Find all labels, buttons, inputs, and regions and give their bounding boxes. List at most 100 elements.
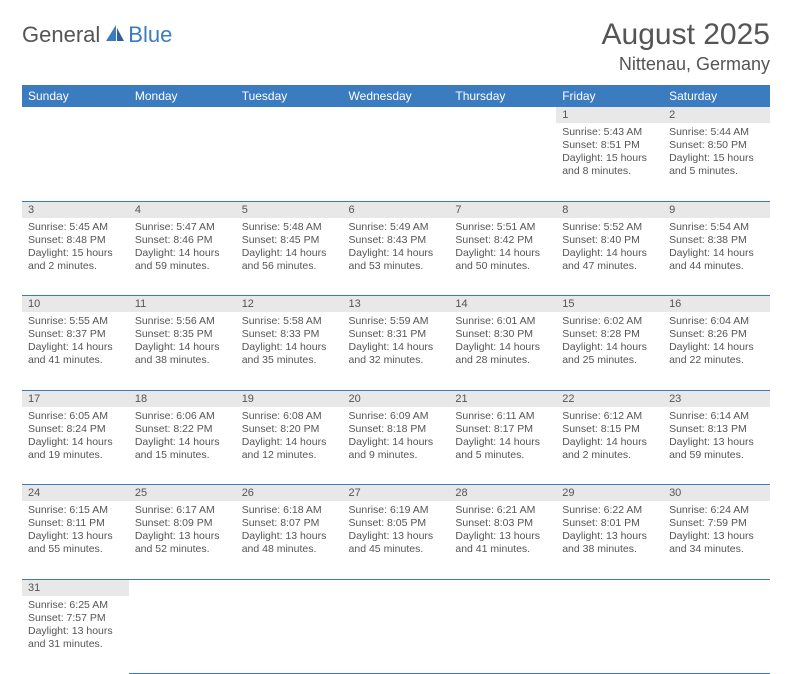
daynum-row: 24252627282930 bbox=[22, 485, 770, 502]
day-detail-cell: Sunrise: 5:48 AMSunset: 8:45 PMDaylight:… bbox=[236, 218, 343, 296]
day-detail: Sunrise: 5:59 AMSunset: 8:31 PMDaylight:… bbox=[343, 312, 450, 372]
day-detail-cell bbox=[236, 596, 343, 674]
daylight-text: Daylight: 14 hours and 41 minutes. bbox=[28, 341, 123, 367]
sunset-text: Sunset: 8:33 PM bbox=[242, 328, 337, 341]
day-detail: Sunrise: 5:51 AMSunset: 8:42 PMDaylight:… bbox=[449, 218, 556, 278]
daylight-text: Daylight: 15 hours and 2 minutes. bbox=[28, 247, 123, 273]
day-detail-cell: Sunrise: 6:17 AMSunset: 8:09 PMDaylight:… bbox=[129, 501, 236, 579]
daylight-text: Daylight: 15 hours and 8 minutes. bbox=[562, 152, 657, 178]
sunrise-text: Sunrise: 6:19 AM bbox=[349, 504, 444, 517]
day-number-cell: 21 bbox=[449, 390, 556, 407]
calendar-body: 12Sunrise: 5:43 AMSunset: 8:51 PMDayligh… bbox=[22, 107, 770, 674]
day-detail-cell: Sunrise: 6:05 AMSunset: 8:24 PMDaylight:… bbox=[22, 407, 129, 485]
day-detail-cell: Sunrise: 5:44 AMSunset: 8:50 PMDaylight:… bbox=[663, 123, 770, 201]
weekday-header: Saturday bbox=[663, 85, 770, 107]
day-detail-cell bbox=[343, 123, 450, 201]
sunrise-text: Sunrise: 5:59 AM bbox=[349, 315, 444, 328]
day-detail-cell: Sunrise: 6:06 AMSunset: 8:22 PMDaylight:… bbox=[129, 407, 236, 485]
day-number-cell: 18 bbox=[129, 390, 236, 407]
sunset-text: Sunset: 8:05 PM bbox=[349, 517, 444, 530]
day-detail: Sunrise: 6:02 AMSunset: 8:28 PMDaylight:… bbox=[556, 312, 663, 372]
day-detail: Sunrise: 5:48 AMSunset: 8:45 PMDaylight:… bbox=[236, 218, 343, 278]
daylight-text: Daylight: 14 hours and 47 minutes. bbox=[562, 247, 657, 273]
day-detail: Sunrise: 6:11 AMSunset: 8:17 PMDaylight:… bbox=[449, 407, 556, 467]
day-detail-cell: Sunrise: 6:19 AMSunset: 8:05 PMDaylight:… bbox=[343, 501, 450, 579]
day-number-cell: 3 bbox=[22, 201, 129, 218]
day-number-cell: 17 bbox=[22, 390, 129, 407]
day-detail-cell bbox=[343, 596, 450, 674]
sunset-text: Sunset: 8:13 PM bbox=[669, 423, 764, 436]
daylight-text: Daylight: 14 hours and 5 minutes. bbox=[455, 436, 550, 462]
day-detail: Sunrise: 6:06 AMSunset: 8:22 PMDaylight:… bbox=[129, 407, 236, 467]
sunset-text: Sunset: 8:37 PM bbox=[28, 328, 123, 341]
day-number-cell: 13 bbox=[343, 296, 450, 313]
day-number-cell: 26 bbox=[236, 485, 343, 502]
day-detail-cell: Sunrise: 6:11 AMSunset: 8:17 PMDaylight:… bbox=[449, 407, 556, 485]
sunrise-text: Sunrise: 6:18 AM bbox=[242, 504, 337, 517]
day-detail-cell: Sunrise: 5:43 AMSunset: 8:51 PMDaylight:… bbox=[556, 123, 663, 201]
sunset-text: Sunset: 8:01 PM bbox=[562, 517, 657, 530]
day-detail-cell: Sunrise: 6:15 AMSunset: 8:11 PMDaylight:… bbox=[22, 501, 129, 579]
daynum-row: 17181920212223 bbox=[22, 390, 770, 407]
sunrise-text: Sunrise: 6:08 AM bbox=[242, 410, 337, 423]
day-detail-cell: Sunrise: 5:51 AMSunset: 8:42 PMDaylight:… bbox=[449, 218, 556, 296]
sunset-text: Sunset: 8:03 PM bbox=[455, 517, 550, 530]
weekday-header: Sunday bbox=[22, 85, 129, 107]
day-number-cell: 14 bbox=[449, 296, 556, 313]
daynum-row: 3456789 bbox=[22, 201, 770, 218]
weekday-header: Tuesday bbox=[236, 85, 343, 107]
day-detail: Sunrise: 6:19 AMSunset: 8:05 PMDaylight:… bbox=[343, 501, 450, 561]
sunset-text: Sunset: 8:31 PM bbox=[349, 328, 444, 341]
day-detail-cell: Sunrise: 6:04 AMSunset: 8:26 PMDaylight:… bbox=[663, 312, 770, 390]
sunset-text: Sunset: 8:45 PM bbox=[242, 234, 337, 247]
day-number-cell: 7 bbox=[449, 201, 556, 218]
day-number-cell: 19 bbox=[236, 390, 343, 407]
day-detail: Sunrise: 5:49 AMSunset: 8:43 PMDaylight:… bbox=[343, 218, 450, 278]
sunrise-text: Sunrise: 5:44 AM bbox=[669, 126, 764, 139]
day-detail: Sunrise: 5:55 AMSunset: 8:37 PMDaylight:… bbox=[22, 312, 129, 372]
day-detail: Sunrise: 6:14 AMSunset: 8:13 PMDaylight:… bbox=[663, 407, 770, 467]
day-number-cell: 29 bbox=[556, 485, 663, 502]
daynum-row: 31 bbox=[22, 579, 770, 596]
day-number-cell: 28 bbox=[449, 485, 556, 502]
daylight-text: Daylight: 14 hours and 35 minutes. bbox=[242, 341, 337, 367]
day-detail-cell bbox=[449, 596, 556, 674]
daylight-text: Daylight: 14 hours and 56 minutes. bbox=[242, 247, 337, 273]
daylight-text: Daylight: 14 hours and 38 minutes. bbox=[135, 341, 230, 367]
daylight-text: Daylight: 14 hours and 28 minutes. bbox=[455, 341, 550, 367]
day-detail: Sunrise: 6:05 AMSunset: 8:24 PMDaylight:… bbox=[22, 407, 129, 467]
day-detail: Sunrise: 5:58 AMSunset: 8:33 PMDaylight:… bbox=[236, 312, 343, 372]
detail-row: Sunrise: 6:05 AMSunset: 8:24 PMDaylight:… bbox=[22, 407, 770, 485]
sunrise-text: Sunrise: 5:48 AM bbox=[242, 221, 337, 234]
day-detail: Sunrise: 6:24 AMSunset: 7:59 PMDaylight:… bbox=[663, 501, 770, 561]
day-detail: Sunrise: 5:45 AMSunset: 8:48 PMDaylight:… bbox=[22, 218, 129, 278]
sunset-text: Sunset: 8:07 PM bbox=[242, 517, 337, 530]
day-detail-cell bbox=[129, 123, 236, 201]
day-number-cell: 1 bbox=[556, 107, 663, 123]
day-number-cell bbox=[129, 579, 236, 596]
day-detail-cell: Sunrise: 5:47 AMSunset: 8:46 PMDaylight:… bbox=[129, 218, 236, 296]
location: Nittenau, Germany bbox=[602, 54, 770, 75]
sunset-text: Sunset: 8:17 PM bbox=[455, 423, 550, 436]
day-number-cell: 27 bbox=[343, 485, 450, 502]
sunset-text: Sunset: 8:28 PM bbox=[562, 328, 657, 341]
day-detail-cell: Sunrise: 5:59 AMSunset: 8:31 PMDaylight:… bbox=[343, 312, 450, 390]
logo: General Blue bbox=[22, 18, 172, 48]
day-number-cell: 11 bbox=[129, 296, 236, 313]
sunrise-text: Sunrise: 6:02 AM bbox=[562, 315, 657, 328]
daylight-text: Daylight: 14 hours and 59 minutes. bbox=[135, 247, 230, 273]
day-detail-cell: Sunrise: 5:52 AMSunset: 8:40 PMDaylight:… bbox=[556, 218, 663, 296]
day-number-cell bbox=[663, 579, 770, 596]
day-detail: Sunrise: 6:09 AMSunset: 8:18 PMDaylight:… bbox=[343, 407, 450, 467]
sunrise-text: Sunrise: 6:14 AM bbox=[669, 410, 764, 423]
daylight-text: Daylight: 14 hours and 53 minutes. bbox=[349, 247, 444, 273]
day-detail: Sunrise: 6:04 AMSunset: 8:26 PMDaylight:… bbox=[663, 312, 770, 372]
daylight-text: Daylight: 15 hours and 5 minutes. bbox=[669, 152, 764, 178]
daylight-text: Daylight: 14 hours and 44 minutes. bbox=[669, 247, 764, 273]
daylight-text: Daylight: 13 hours and 38 minutes. bbox=[562, 530, 657, 556]
title-block: August 2025 Nittenau, Germany bbox=[602, 18, 770, 75]
sunrise-text: Sunrise: 5:55 AM bbox=[28, 315, 123, 328]
detail-row: Sunrise: 5:45 AMSunset: 8:48 PMDaylight:… bbox=[22, 218, 770, 296]
sunset-text: Sunset: 7:57 PM bbox=[28, 612, 123, 625]
sunrise-text: Sunrise: 6:17 AM bbox=[135, 504, 230, 517]
